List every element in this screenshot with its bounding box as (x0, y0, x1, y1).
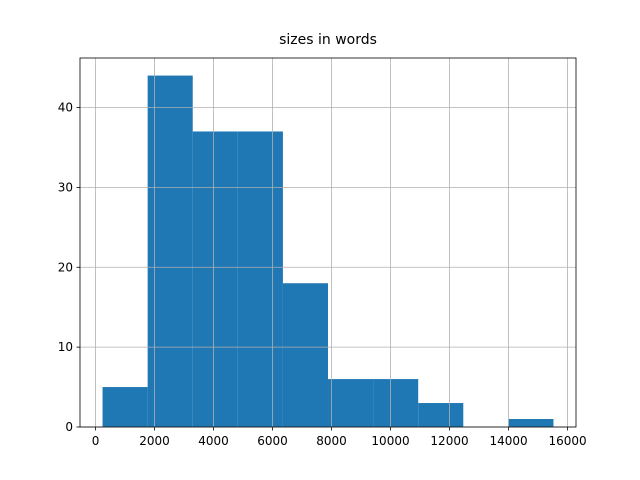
bar (282, 283, 329, 427)
x-tick-label: 10000 (371, 434, 409, 448)
x-tick-label: 0 (92, 434, 100, 448)
bar (418, 403, 464, 427)
bar (328, 379, 374, 427)
bar (147, 75, 193, 428)
chart-title: sizes in words (279, 32, 377, 48)
y-tick-label: 10 (58, 340, 73, 354)
x-tick-label: 6000 (257, 434, 288, 448)
bar (192, 131, 238, 427)
y-tick-label: 20 (58, 260, 73, 274)
y-tick-label: 40 (58, 101, 73, 115)
bar (508, 419, 554, 427)
x-tick-label: 4000 (198, 434, 229, 448)
x-tick-label: 12000 (430, 434, 468, 448)
x-tick-label: 2000 (139, 434, 170, 448)
x-tick-label: 14000 (489, 434, 527, 448)
x-tick-label: 16000 (548, 434, 586, 448)
plot-frame (79, 57, 577, 428)
y-tick-label: 30 (58, 180, 73, 194)
y-tick-label: 0 (65, 420, 73, 434)
bar (373, 379, 419, 427)
x-tick-label: 8000 (316, 434, 347, 448)
bar (102, 387, 148, 427)
bar (237, 131, 283, 427)
